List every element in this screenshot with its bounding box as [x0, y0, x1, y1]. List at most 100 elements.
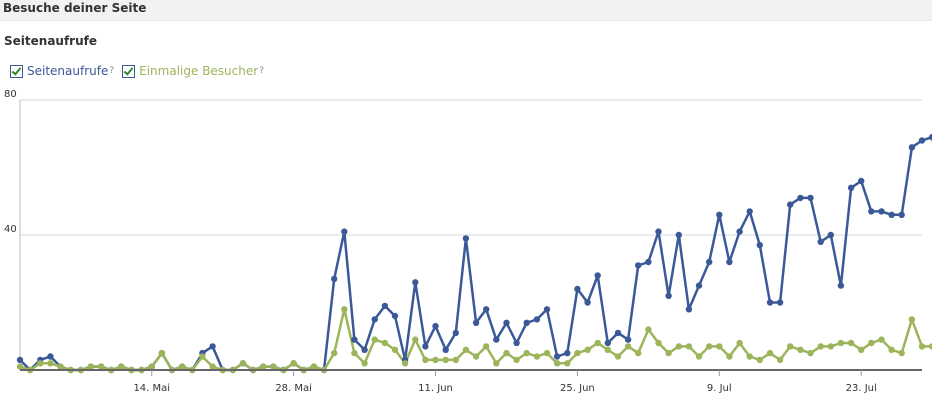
data-point-0 [807, 194, 814, 202]
data-point-1 [371, 336, 378, 343]
header-bar: Besuche deiner Seite [0, 0, 932, 21]
data-point-0 [665, 292, 672, 299]
data-point-1 [493, 360, 500, 367]
data-point-1 [665, 349, 672, 357]
data-point-0 [908, 144, 916, 151]
data-point-0 [847, 184, 855, 191]
seitenaufrufe-checkbox[interactable] [10, 64, 23, 78]
einmalige-besucher-checkbox[interactable] [122, 64, 136, 78]
data-point-1 [361, 360, 368, 367]
legend-item-seitenaufrufe[interactable]: Seitenaufrufe ? [10, 64, 114, 78]
data-point-0 [878, 208, 885, 215]
data-point-0 [858, 177, 865, 185]
data-point-1 [655, 339, 662, 347]
data-point-0 [817, 238, 824, 245]
data-point-1 [827, 343, 834, 350]
data-point-0 [898, 211, 905, 218]
data-point-0 [614, 329, 622, 337]
data-point-1 [37, 360, 44, 367]
data-point-1 [16, 363, 24, 370]
data-point-1 [746, 353, 753, 360]
data-point-1 [97, 363, 105, 370]
data-point-1 [270, 363, 277, 370]
data-point-1 [635, 349, 642, 357]
data-point-1 [837, 339, 845, 347]
help-icon[interactable]: ? [109, 66, 115, 76]
data-point-1 [503, 349, 510, 357]
data-point-1 [483, 343, 490, 350]
data-point-1 [341, 306, 348, 313]
data-point-0 [837, 282, 845, 289]
data-point-1 [574, 349, 581, 357]
data-point-0 [584, 299, 591, 306]
data-point-1 [199, 353, 206, 360]
data-point-1 [624, 343, 632, 350]
data-point-0 [432, 322, 439, 330]
data-point-1 [776, 356, 784, 364]
data-point-0 [543, 306, 551, 313]
data-point-1 [706, 343, 713, 350]
data-point-1 [148, 363, 155, 370]
data-point-0 [472, 319, 480, 326]
data-point-0 [361, 346, 368, 353]
data-point-1 [918, 343, 926, 350]
data-point-1 [472, 353, 480, 360]
data-point-1 [908, 316, 916, 323]
x-tick-label: 28. Mai [275, 383, 312, 394]
data-point-0 [462, 235, 470, 242]
data-point-1 [310, 363, 318, 370]
data-point-1 [533, 353, 541, 360]
help-icon[interactable]: ? [259, 66, 264, 76]
data-point-1 [797, 346, 804, 353]
x-tick-label: 23. Jul [846, 383, 877, 394]
data-point-1 [87, 363, 95, 370]
legend-item-einmalige-besucher[interactable]: Einmalige Besucher ? [122, 64, 264, 78]
data-point-0 [533, 316, 541, 323]
data-point-0 [787, 201, 794, 208]
data-point-0 [523, 319, 530, 326]
data-point-0 [604, 339, 611, 347]
data-point-1 [695, 353, 703, 360]
data-point-0 [574, 285, 581, 293]
data-point-0 [746, 208, 753, 215]
x-tick-label: 9. Jul [707, 383, 732, 394]
data-point-0 [341, 228, 348, 235]
data-point-0 [736, 228, 743, 235]
data-point-0 [422, 343, 429, 350]
data-point-1 [736, 339, 743, 347]
data-point-0 [716, 211, 723, 218]
data-point-1 [179, 363, 186, 370]
legend-label-einmalige-besucher: Einmalige Besucher [139, 64, 259, 78]
data-point-1 [584, 346, 591, 353]
section-title: Seitenaufrufe [4, 34, 97, 48]
data-point-1 [57, 363, 64, 370]
data-point-0 [503, 319, 510, 326]
data-point-1 [807, 349, 814, 357]
data-point-0 [483, 306, 490, 313]
data-point-1 [726, 353, 733, 360]
data-point-0 [776, 299, 784, 306]
data-point-1 [604, 346, 611, 353]
data-point-1 [614, 353, 622, 360]
data-point-1 [787, 343, 794, 350]
data-point-1 [553, 360, 561, 367]
data-point-0 [645, 258, 652, 266]
data-point-0 [655, 228, 662, 235]
data-point-0 [706, 258, 713, 266]
data-point-0 [624, 336, 632, 343]
data-point-1 [412, 336, 419, 343]
page-title: Besuche deiner Seite [3, 1, 147, 15]
data-point-1 [594, 339, 601, 347]
data-point-1 [858, 346, 865, 353]
data-point-0 [594, 272, 601, 279]
data-point-0 [452, 329, 459, 337]
data-point-1 [645, 326, 652, 333]
data-point-1 [523, 349, 530, 357]
legend-label-seitenaufrufe: Seitenaufrufe [27, 64, 109, 78]
data-point-0 [209, 343, 216, 350]
data-point-0 [16, 356, 24, 364]
data-point-1 [381, 339, 389, 347]
data-point-1 [878, 336, 885, 343]
data-point-0 [766, 299, 774, 306]
data-point-1 [675, 343, 682, 350]
